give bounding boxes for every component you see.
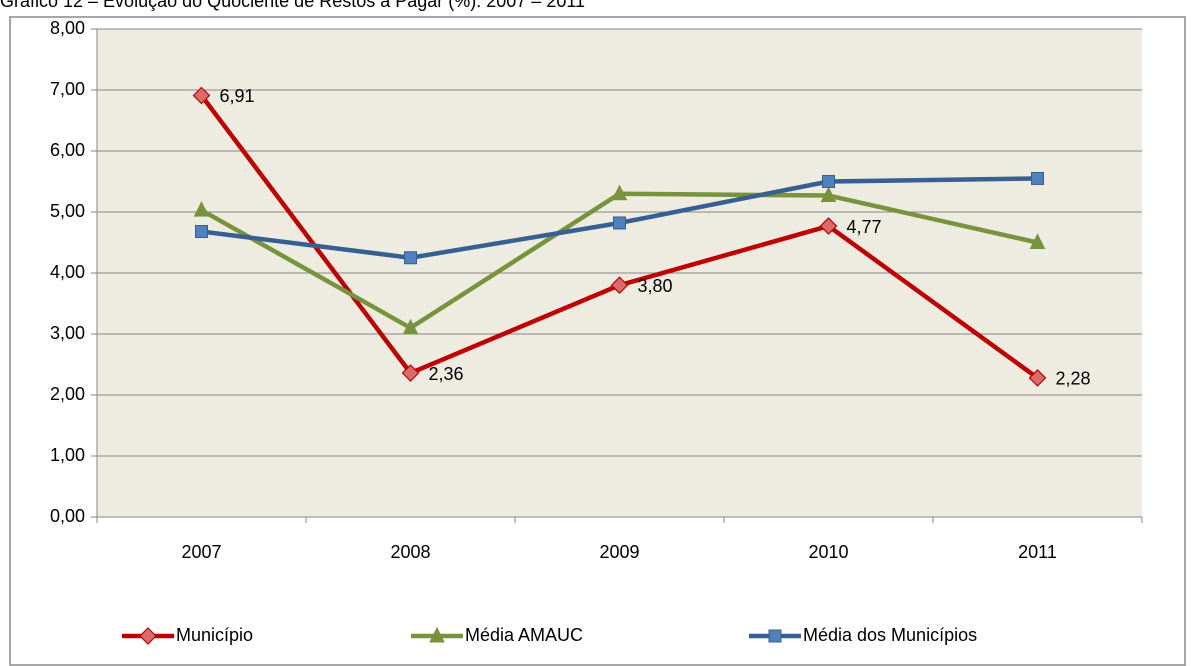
y-tick-label: 8,00 <box>50 18 85 38</box>
y-tick-label: 7,00 <box>50 79 85 99</box>
y-tick-label: 2,00 <box>50 384 85 404</box>
marker <box>195 225 208 239</box>
legend-label: Média dos Municípios <box>803 625 977 645</box>
marker <box>822 175 835 188</box>
marker <box>1031 171 1044 185</box>
marker <box>401 364 420 382</box>
marker <box>613 216 626 230</box>
legend-label: Município <box>176 625 253 645</box>
marker <box>610 276 629 295</box>
y-tick-label: 4,00 <box>50 262 85 282</box>
x-tick-label: 2011 <box>1018 542 1057 562</box>
data-label: 6,91 <box>220 86 255 106</box>
data-label: 4,77 <box>847 217 882 237</box>
marker <box>404 251 417 265</box>
data-label: 2,36 <box>429 364 464 384</box>
marker <box>139 627 157 645</box>
x-tick-label: 2010 <box>808 542 848 562</box>
marker <box>768 629 782 643</box>
marker <box>192 86 211 105</box>
marker <box>429 626 445 643</box>
y-tick-label: 3,00 <box>50 323 85 343</box>
y-tick-label: 1,00 <box>50 445 85 465</box>
y-tick-label: 6,00 <box>50 140 85 160</box>
data-label: 3,80 <box>638 276 673 296</box>
marker <box>1028 369 1047 387</box>
data-label: 2,28 <box>1056 369 1091 389</box>
marker <box>819 217 838 235</box>
x-tick-label: 2008 <box>390 542 430 562</box>
marker <box>1029 233 1046 249</box>
y-tick-label: 5,00 <box>50 201 85 221</box>
chart-title: Gráfico 12 – Evolução do Quociente de Re… <box>0 0 585 11</box>
marker <box>820 186 837 203</box>
marker <box>193 201 210 217</box>
marker <box>402 318 419 335</box>
marker <box>611 184 628 201</box>
x-tick-label: 2007 <box>181 542 221 562</box>
y-tick-label: 0,00 <box>50 506 85 526</box>
legend-label: Média AMAUC <box>465 625 583 645</box>
x-tick-label: 2009 <box>599 542 639 562</box>
